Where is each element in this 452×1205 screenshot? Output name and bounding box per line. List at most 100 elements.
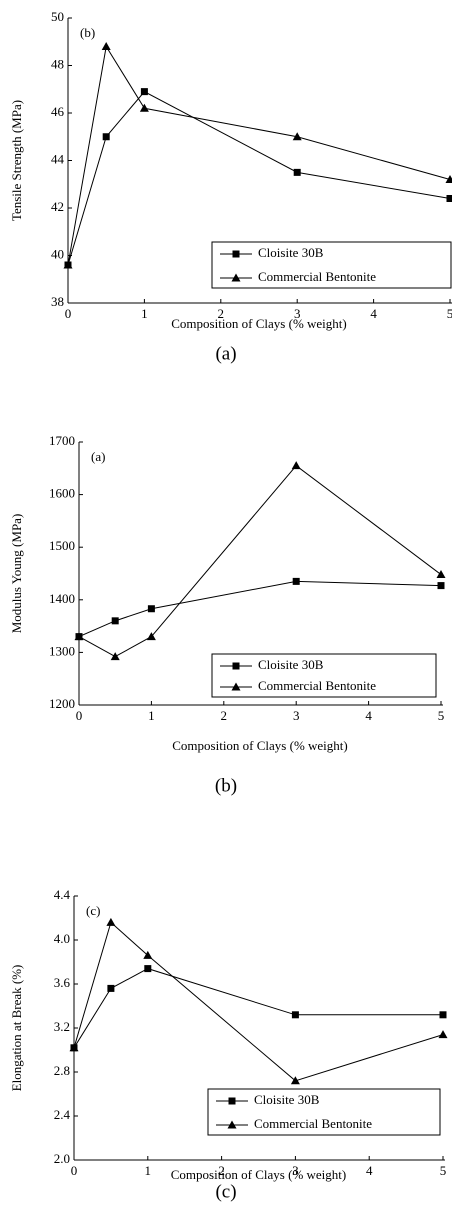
x-tick-label: 1 [148, 708, 155, 723]
x-tick-label: 1 [141, 306, 148, 321]
panel-label: (c) [86, 903, 100, 918]
x-tick-label: 0 [76, 708, 83, 723]
marker [439, 1011, 447, 1019]
x-tick-label: 4 [365, 708, 372, 723]
y-tick-label: 40 [51, 246, 64, 261]
legend-box [207, 1088, 441, 1136]
legend-box [211, 653, 437, 698]
marker [227, 1120, 237, 1129]
x-tick-label: 0 [71, 1163, 78, 1178]
x-tick-label: 3 [294, 306, 301, 321]
marker [293, 168, 301, 176]
marker [438, 1030, 448, 1039]
legend-label: Commercial Bentonite [258, 269, 376, 284]
series-line [67, 45, 451, 266]
series-line [73, 968, 443, 1049]
marker [101, 42, 111, 50]
y-tick-label: 48 [51, 56, 64, 71]
series-line [67, 90, 451, 266]
marker [291, 461, 301, 470]
x-tick-label: 5 [438, 708, 445, 723]
marker [74, 632, 84, 641]
x-axis-label: Composition of Clays (% weight) [171, 1167, 347, 1182]
y-tick-label: 50 [51, 9, 64, 24]
x-tick-label: 0 [65, 306, 72, 321]
caption: (a) [215, 343, 236, 364]
marker [292, 577, 300, 585]
marker [228, 1097, 236, 1105]
marker [147, 605, 155, 613]
y-tick-label: 1600 [49, 486, 75, 501]
x-tick-label: 2 [218, 1163, 225, 1178]
x-tick-label: 3 [293, 708, 300, 723]
marker [290, 1076, 300, 1085]
x-tick-label: 2 [218, 306, 225, 321]
y-tick-label: 2.0 [54, 1151, 70, 1166]
marker [140, 88, 148, 96]
legend-label: Commercial Bentonite [258, 678, 376, 693]
x-axis-label: Composition of Clays (% weight) [171, 316, 347, 331]
panel-label: (a) [91, 449, 105, 464]
marker [231, 273, 241, 282]
y-tick-label: 46 [51, 104, 65, 119]
x-tick-label: 5 [447, 306, 452, 321]
series-line [73, 921, 444, 1082]
y-tick-label: 2.4 [54, 1107, 71, 1122]
y-tick-label: 38 [51, 294, 64, 309]
caption: (c) [215, 1181, 236, 1202]
panel-label: (b) [80, 25, 95, 40]
marker [102, 133, 110, 141]
marker [110, 652, 120, 661]
y-tick-label: 1200 [49, 696, 75, 711]
legend-label: Cloisite 30B [258, 245, 324, 260]
y-tick-label: 1700 [49, 433, 75, 448]
x-tick-label: 4 [370, 306, 377, 321]
caption: (b) [215, 775, 237, 796]
legend-box [211, 241, 452, 289]
marker [143, 950, 153, 959]
y-tick-label: 1300 [49, 643, 75, 658]
x-tick-label: 1 [145, 1163, 152, 1178]
legend-label: Cloisite 30B [254, 1092, 320, 1107]
marker [292, 132, 302, 141]
marker [69, 1043, 79, 1052]
y-axis-label: Elongation at Break (%) [9, 965, 24, 1092]
y-tick-label: 2.8 [54, 1063, 70, 1078]
marker [139, 103, 149, 112]
x-tick-label: 4 [366, 1163, 373, 1178]
y-tick-label: 1500 [49, 538, 75, 553]
y-axis-label: Modulus Young (MPa) [9, 514, 24, 634]
y-tick-label: 44 [51, 151, 65, 166]
y-tick-label: 3.6 [54, 975, 71, 990]
marker [232, 250, 240, 258]
marker [63, 260, 73, 269]
marker [111, 617, 119, 625]
series-line [78, 580, 442, 638]
x-axis-label: Composition of Clays (% weight) [172, 738, 348, 753]
marker [106, 917, 116, 926]
x-tick-label: 3 [292, 1163, 299, 1178]
marker [232, 662, 240, 670]
marker [146, 632, 156, 641]
legend-label: Commercial Bentonite [254, 1116, 372, 1131]
marker [291, 1011, 299, 1019]
y-tick-label: 42 [51, 199, 64, 214]
marker [437, 582, 445, 590]
marker [107, 984, 115, 992]
y-tick-label: 1400 [49, 591, 75, 606]
marker [436, 570, 446, 579]
x-tick-label: 2 [221, 708, 228, 723]
y-tick-label: 3.2 [54, 1019, 70, 1034]
marker [446, 195, 452, 202]
y-tick-label: 4.0 [54, 931, 70, 946]
x-tick-label: 5 [440, 1163, 447, 1178]
marker [231, 682, 241, 691]
y-tick-label: 4.4 [54, 887, 71, 902]
series-line [78, 464, 442, 658]
marker [445, 175, 452, 183]
marker [144, 965, 152, 973]
y-axis-label: Tensile Strength (MPa) [9, 100, 24, 221]
legend-label: Cloisite 30B [258, 657, 324, 672]
